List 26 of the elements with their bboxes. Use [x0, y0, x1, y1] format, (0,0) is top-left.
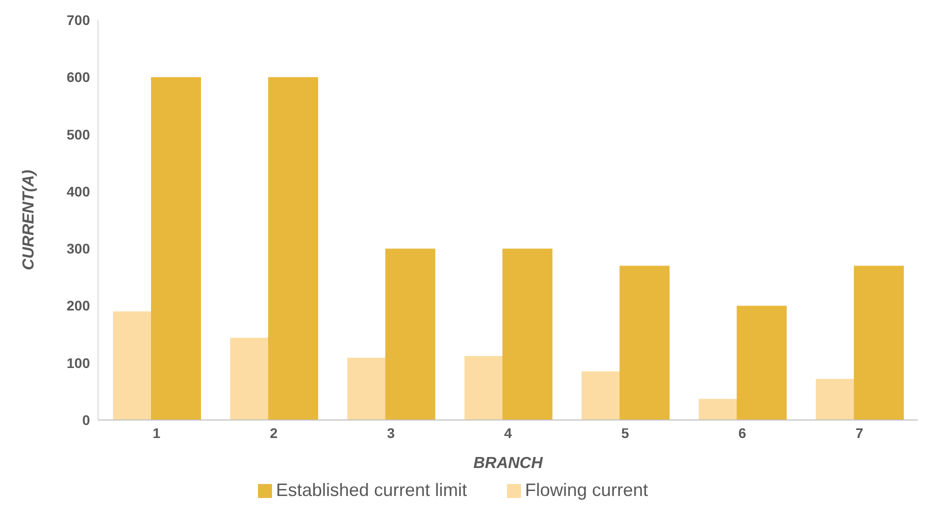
- bar: [620, 266, 670, 420]
- y-tick-label: 500: [66, 126, 90, 142]
- y-tick-label: 100: [66, 354, 90, 371]
- bar: [502, 248, 552, 420]
- x-tick-label: 2: [270, 424, 278, 441]
- bar: [151, 77, 201, 420]
- bar: [736, 306, 787, 420]
- x-tick-label: 6: [738, 424, 746, 441]
- bar: [385, 248, 436, 420]
- x-tick-label: 5: [621, 424, 630, 441]
- x-axis-title: BRANCH: [473, 455, 544, 472]
- y-tick-label: 0: [82, 412, 90, 428]
- y-tick-label: 200: [66, 298, 90, 314]
- x-tick-label: 3: [386, 424, 395, 441]
- y-tick-label: 700: [66, 12, 90, 28]
- x-tick-label: 1: [152, 424, 161, 441]
- legend-label: Flowing current: [525, 480, 648, 500]
- y-tick-label: 400: [66, 183, 90, 200]
- x-tick-label: 7: [856, 424, 864, 441]
- y-tick-label: 600: [66, 69, 90, 86]
- bar: [854, 266, 904, 420]
- y-tick-label: 300: [66, 240, 90, 257]
- y-axis-title: CURRENT(A): [20, 170, 38, 270]
- legend-label: Established current limit: [276, 480, 468, 500]
- bar: [268, 77, 318, 420]
- x-tick-label: 4: [504, 424, 512, 441]
